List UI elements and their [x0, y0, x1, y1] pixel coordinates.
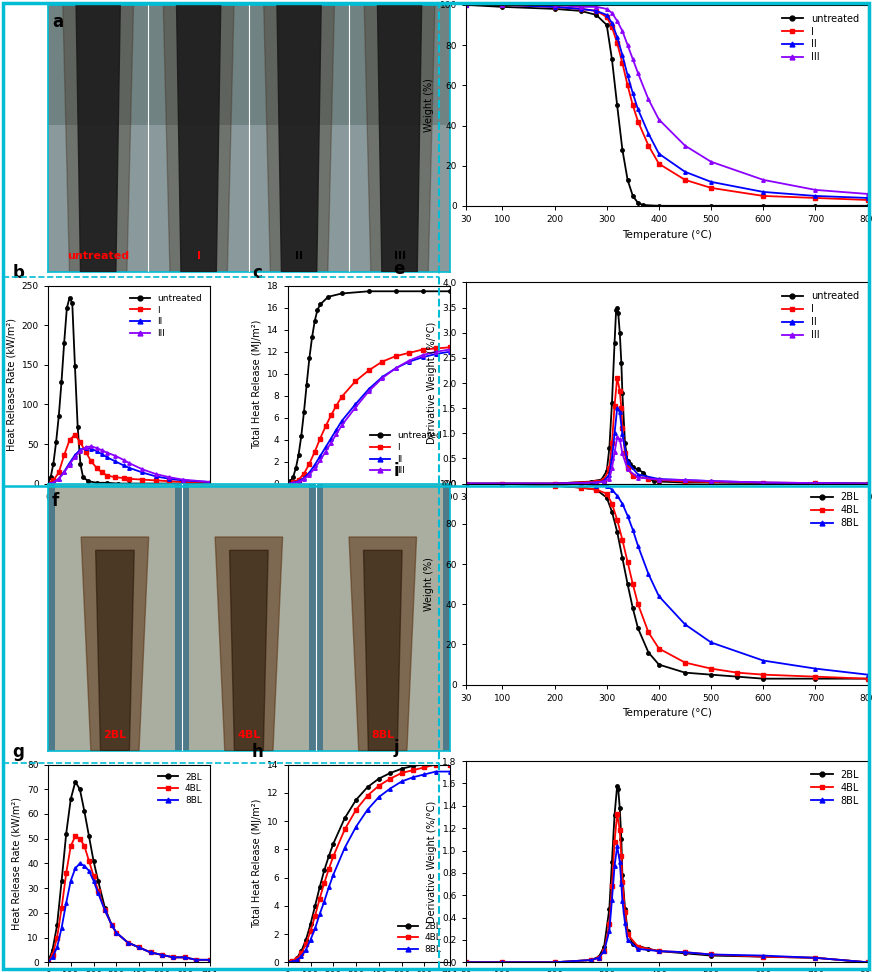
Polygon shape [277, 5, 321, 272]
Bar [249, 5, 350, 125]
Text: III: III [393, 251, 405, 261]
Legend: 2BL, 4BL, 8BL: 2BL, 4BL, 8BL [807, 489, 862, 532]
Legend: 2BL, 4BL, 8BL: 2BL, 4BL, 8BL [394, 919, 446, 957]
Polygon shape [349, 537, 417, 750]
Polygon shape [63, 5, 133, 272]
Text: e: e [393, 260, 405, 278]
Text: g: g [12, 743, 24, 761]
Y-axis label: Derivative Weight (%/°C): Derivative Weight (%/°C) [427, 322, 437, 444]
Y-axis label: Heat Release Rate (kW/m²): Heat Release Rate (kW/m²) [12, 797, 22, 930]
Text: f: f [52, 492, 59, 509]
Bar [182, 484, 316, 750]
Bar [316, 484, 450, 750]
Bar [148, 5, 249, 125]
Polygon shape [81, 537, 149, 750]
X-axis label: Time (s): Time (s) [108, 507, 150, 517]
Polygon shape [176, 5, 221, 272]
Text: c: c [252, 263, 262, 282]
Bar [55, 484, 175, 750]
Y-axis label: Total Heat Release (MJ/m²): Total Heat Release (MJ/m²) [252, 799, 262, 928]
X-axis label: Temperature (°C): Temperature (°C) [622, 709, 712, 718]
Text: h: h [252, 743, 264, 761]
Y-axis label: Derivative Weight (%/°C): Derivative Weight (%/°C) [427, 801, 437, 922]
X-axis label: Time (s): Time (s) [348, 507, 390, 517]
Polygon shape [229, 550, 269, 750]
Polygon shape [378, 5, 422, 272]
Legend: 2BL, 4BL, 8BL: 2BL, 4BL, 8BL [807, 766, 862, 810]
Legend: untreated, I, II, III: untreated, I, II, III [778, 288, 862, 344]
Text: b: b [12, 263, 24, 282]
Polygon shape [364, 5, 435, 272]
Legend: untreated, I, II, III: untreated, I, II, III [366, 428, 446, 479]
X-axis label: Temperature (°C): Temperature (°C) [622, 507, 712, 517]
Bar [48, 5, 148, 125]
Text: II: II [295, 251, 303, 261]
Polygon shape [76, 5, 120, 272]
Polygon shape [163, 5, 234, 272]
Legend: untreated, I, II, III: untreated, I, II, III [778, 10, 862, 66]
Y-axis label: Total Heat Release (MJ/m²): Total Heat Release (MJ/m²) [252, 320, 262, 449]
Legend: untreated, I, II, III: untreated, I, II, III [126, 291, 206, 341]
Y-axis label: Heat Release Rate (kW/m²): Heat Release Rate (kW/m²) [6, 318, 16, 451]
Text: I: I [197, 251, 201, 261]
Polygon shape [364, 550, 402, 750]
Bar [188, 484, 310, 750]
Text: 8BL: 8BL [371, 730, 394, 740]
Bar [323, 484, 443, 750]
Bar [350, 5, 450, 125]
Y-axis label: Weight (%): Weight (%) [424, 79, 434, 132]
Text: 2BL: 2BL [104, 730, 126, 740]
Text: i: i [393, 462, 399, 479]
X-axis label: Temperature (°C): Temperature (°C) [622, 229, 712, 239]
Text: untreated: untreated [67, 251, 129, 261]
Bar [48, 484, 182, 750]
Polygon shape [215, 537, 283, 750]
Text: a: a [52, 13, 63, 31]
Polygon shape [263, 5, 335, 272]
Text: j: j [393, 739, 399, 757]
Text: 4BL: 4BL [237, 730, 261, 740]
Legend: 2BL, 4BL, 8BL: 2BL, 4BL, 8BL [154, 769, 206, 809]
Y-axis label: Weight (%): Weight (%) [424, 557, 434, 611]
Polygon shape [96, 550, 134, 750]
